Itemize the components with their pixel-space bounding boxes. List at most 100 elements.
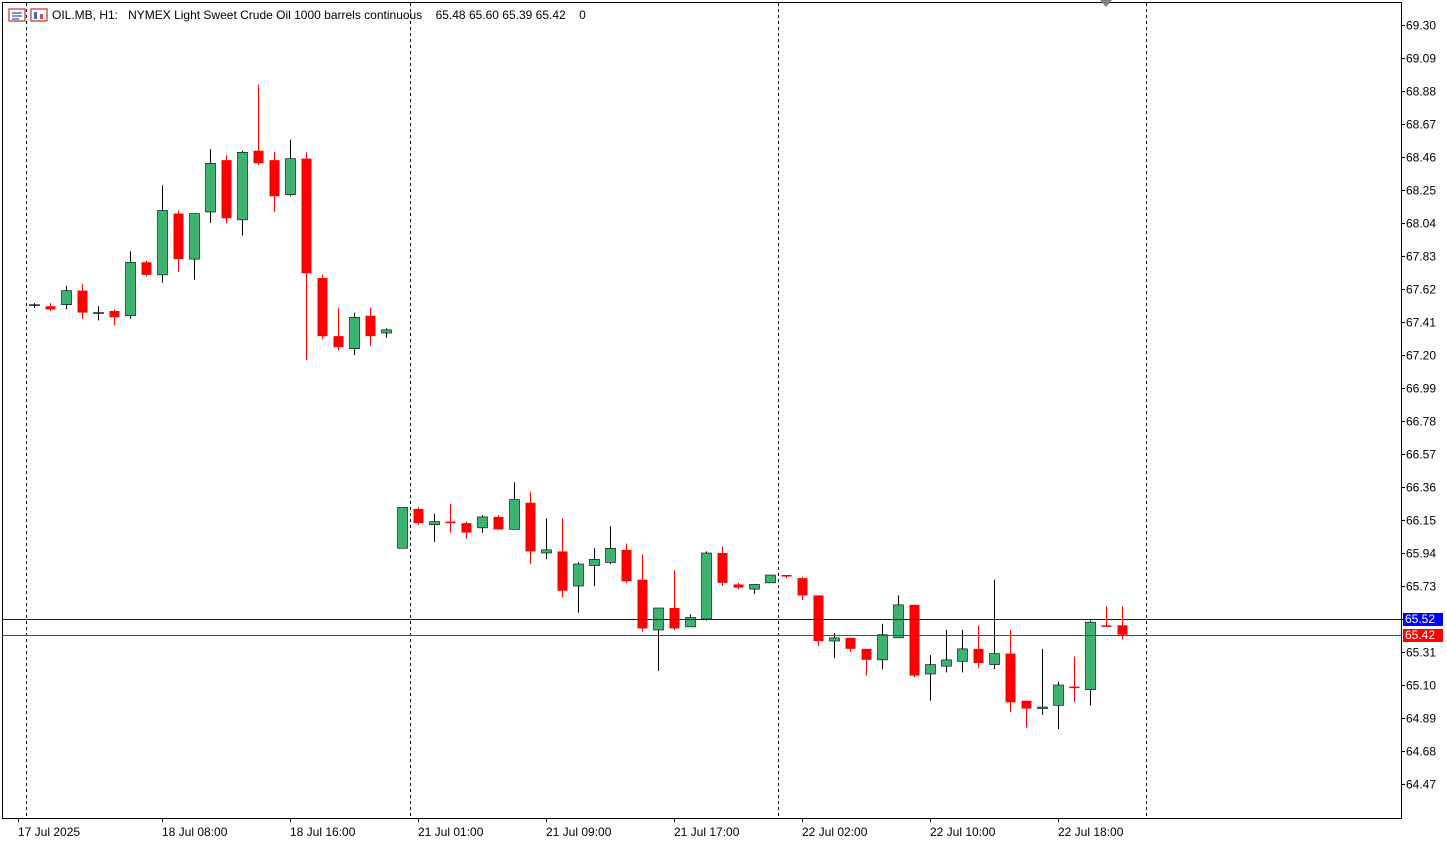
candle bbox=[973, 625, 984, 668]
candle-body bbox=[285, 158, 296, 196]
candle bbox=[141, 260, 152, 277]
candle-body bbox=[1005, 653, 1016, 703]
volume-value: 0 bbox=[579, 8, 586, 22]
price-axis: 69.30 69.09 68.88 68.67 68.46 68.25 68.04 67.83… bbox=[1401, 19, 1436, 792]
candle-body bbox=[237, 151, 248, 221]
candle-body bbox=[829, 637, 840, 642]
candles bbox=[29, 84, 1128, 729]
candle bbox=[573, 562, 584, 613]
candle-body bbox=[797, 578, 808, 596]
candle-body bbox=[605, 547, 616, 563]
candle-body bbox=[1117, 625, 1128, 635]
candle bbox=[845, 637, 856, 652]
candle bbox=[1117, 606, 1128, 640]
candle-body bbox=[877, 634, 888, 661]
y-tick-label: 68.25 bbox=[1406, 184, 1436, 198]
candle bbox=[701, 551, 712, 621]
y-tick-label: 66.57 bbox=[1406, 448, 1436, 462]
candle bbox=[477, 515, 488, 533]
candle bbox=[285, 139, 296, 197]
candle bbox=[445, 504, 456, 533]
day-separators bbox=[26, 3, 1147, 818]
candle bbox=[941, 630, 952, 673]
candle bbox=[829, 633, 840, 659]
y-tick-label: 65.10 bbox=[1406, 679, 1436, 693]
candle bbox=[381, 328, 392, 338]
candle bbox=[493, 515, 504, 530]
candle-body bbox=[669, 608, 680, 629]
candle bbox=[989, 579, 1000, 670]
y-tick-label: 68.04 bbox=[1406, 217, 1436, 231]
candle bbox=[509, 482, 520, 530]
one-click-trading-icon[interactable] bbox=[30, 7, 48, 23]
candle bbox=[317, 274, 328, 340]
candle bbox=[413, 507, 424, 525]
candle bbox=[157, 185, 168, 283]
candle-body bbox=[333, 336, 344, 348]
candle bbox=[269, 152, 280, 212]
candle bbox=[125, 251, 136, 319]
candle-body bbox=[93, 312, 104, 314]
candle bbox=[237, 150, 248, 236]
candle bbox=[765, 574, 776, 584]
chart-menu-icon[interactable] bbox=[8, 7, 26, 23]
candle-body bbox=[381, 329, 392, 334]
candle-body bbox=[861, 648, 872, 660]
candle bbox=[1021, 700, 1032, 728]
candle-body bbox=[173, 213, 184, 260]
candle bbox=[1053, 681, 1064, 729]
candle-body bbox=[317, 278, 328, 337]
x-tick-label: 22 Jul 02:00 bbox=[802, 825, 868, 839]
candle-body bbox=[77, 290, 88, 313]
candle-body bbox=[765, 574, 776, 584]
candle bbox=[173, 210, 184, 272]
candle bbox=[1085, 620, 1096, 706]
candle-body bbox=[1053, 684, 1064, 706]
y-tick-label: 67.62 bbox=[1406, 283, 1436, 297]
candle-body bbox=[621, 549, 632, 582]
candle-body bbox=[29, 304, 40, 307]
candle bbox=[877, 623, 888, 670]
y-tick-label: 66.15 bbox=[1406, 514, 1436, 528]
candle-body bbox=[269, 160, 280, 197]
candle-body bbox=[61, 290, 72, 306]
candle bbox=[797, 576, 808, 601]
y-tick-label: 69.30 bbox=[1406, 19, 1436, 33]
candle bbox=[61, 285, 72, 310]
candle-body bbox=[157, 210, 168, 276]
x-tick-label: 18 Jul 08:00 bbox=[162, 825, 228, 839]
candle bbox=[365, 307, 376, 346]
chart-shift-marker-icon[interactable] bbox=[1100, 0, 1112, 7]
candle-body bbox=[557, 551, 568, 591]
candle-body bbox=[717, 553, 728, 583]
y-tick-label: 64.68 bbox=[1406, 745, 1436, 759]
y-tick-label: 67.83 bbox=[1406, 250, 1436, 264]
candle-body bbox=[733, 584, 744, 588]
candle-body bbox=[109, 311, 120, 318]
candle-body bbox=[941, 659, 952, 667]
price-lines bbox=[3, 619, 1401, 636]
y-tick-label: 67.41 bbox=[1406, 316, 1436, 330]
candle bbox=[813, 595, 824, 646]
y-tick-label: 64.89 bbox=[1406, 712, 1436, 726]
candle-body bbox=[541, 549, 552, 554]
candle bbox=[333, 307, 344, 351]
candle bbox=[589, 548, 600, 586]
candle bbox=[605, 526, 616, 564]
candle-body bbox=[1021, 700, 1032, 709]
ohlc-values: 65.48 65.60 65.39 65.42 bbox=[435, 8, 566, 22]
candle-body bbox=[493, 516, 504, 530]
candle-body bbox=[1069, 686, 1080, 689]
candle-body bbox=[1037, 706, 1048, 709]
candle bbox=[749, 584, 760, 594]
candle-body bbox=[909, 604, 920, 676]
bid-price-label: 65.52 bbox=[1403, 612, 1443, 626]
y-tick-label: 64.47 bbox=[1406, 778, 1436, 792]
candle-body bbox=[781, 575, 792, 577]
x-tick-label: 17 Jul 2025 bbox=[18, 825, 80, 839]
candle bbox=[1037, 648, 1048, 715]
candle bbox=[957, 630, 968, 673]
x-tick-label: 21 Jul 09:00 bbox=[546, 825, 612, 839]
candle bbox=[349, 312, 360, 355]
